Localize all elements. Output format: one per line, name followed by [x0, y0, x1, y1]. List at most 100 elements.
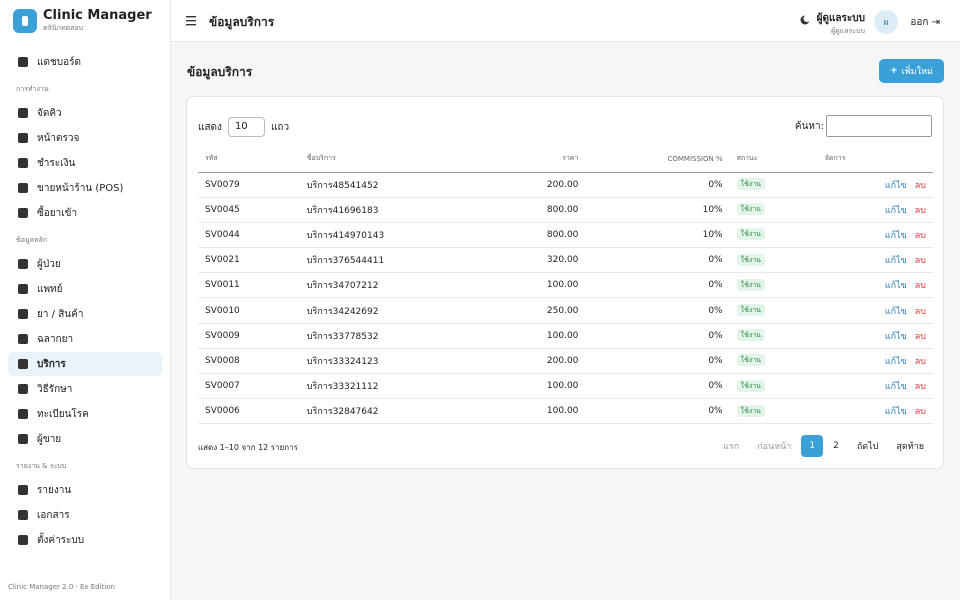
menu-icon: [18, 108, 28, 118]
column-header: รหัส: [198, 146, 300, 173]
status-badge: ใช้งาน: [736, 203, 765, 216]
menu-label: ขายหน้าร้าน (POS): [37, 182, 124, 194]
table-row: SV0008 บริการ33324123 200.00 0% ใช้งาน แก้ไข ล…: [198, 348, 933, 375]
theme-toggle[interactable]: [800, 15, 810, 25]
menu-item[interactable]: ชำระเงิน: [8, 151, 162, 175]
menu-label: ยา / สินค้า: [37, 308, 84, 320]
menu-icon: [18, 434, 28, 444]
edit-link[interactable]: แก้ไข: [884, 281, 907, 292]
edit-link[interactable]: แก้ไข: [884, 230, 907, 241]
column-header: ราคา: [490, 146, 586, 173]
search-control: ค้นหา:: [795, 115, 932, 137]
menu-item[interactable]: ขายหน้าร้าน (POS): [8, 176, 162, 200]
menu-icon: [18, 485, 28, 495]
menu-item[interactable]: รายงาน: [8, 478, 162, 502]
page-button[interactable]: 1: [801, 435, 824, 457]
delete-link[interactable]: ลบ: [914, 306, 926, 317]
sidebar: Clinic Manager คลินิกทดสอบ แดชบอร์ด การทำง…: [0, 0, 171, 600]
table-row: SV0010 บริการ34242692 250.00 0% ใช้งาน แก้ไข ล…: [198, 297, 933, 324]
menu-item[interactable]: ฉลากยา: [8, 327, 162, 351]
actions: แก้ไข ลบ: [817, 297, 933, 324]
status-badge: ใช้งาน: [736, 354, 765, 367]
menu-icon: [18, 334, 28, 344]
price: 320.00: [490, 247, 586, 274]
search-input[interactable]: [826, 115, 932, 137]
user-info: ผู้ดูแลระบบ ผู้ดูแลระบบ: [817, 11, 865, 37]
logout[interactable]: ออก ⇥: [910, 17, 940, 28]
page-button[interactable]: ถัดไป: [856, 442, 879, 452]
page-button[interactable]: 2: [833, 441, 839, 451]
service-name: บริการ41696183: [299, 197, 491, 223]
rows-label: แถว: [270, 121, 290, 133]
edit-link[interactable]: แก้ไข: [884, 205, 907, 216]
actions: แก้ไข ลบ: [817, 197, 933, 223]
page-button[interactable]: แรก: [723, 442, 740, 452]
menu-label: ผู้ขาย: [37, 433, 62, 445]
menu-item[interactable]: ทะเบียนโรค: [8, 402, 162, 426]
topbar: ข้อมูลบริการ ผู้ดูแลระบบ ผู้ดูแลระบบ ผ ออ…: [171, 0, 960, 42]
delete-link[interactable]: ลบ: [914, 180, 926, 191]
table-info: แสดง 1–10 จาก 12 รายการ: [198, 443, 298, 452]
menu-item[interactable]: ตั้งค่าระบบ: [8, 528, 162, 552]
table-row: SV0007 บริการ33321112 100.00 0% ใช้งาน แก้ไข ล…: [198, 373, 933, 400]
menu-icon: [18, 535, 28, 545]
user-role: ผู้ดูแลระบบ: [831, 27, 865, 35]
menu-label: ทะเบียนโรค: [37, 408, 89, 420]
menu-label: รายงาน: [37, 484, 72, 496]
avatar[interactable]: ผ: [874, 10, 898, 34]
page-size-select[interactable]: 10: [227, 117, 265, 137]
edit-link[interactable]: แก้ไข: [884, 356, 907, 367]
menu-icon: [18, 133, 28, 143]
menu-toggle[interactable]: [186, 15, 198, 26]
menu-item[interactable]: แดชบอร์ด: [8, 50, 162, 74]
delete-link[interactable]: ลบ: [914, 281, 926, 292]
add-label: เพิ่มใหม่: [901, 67, 933, 77]
column-header: ชื่อบริการ: [299, 146, 491, 173]
menu-section: การทำงาน: [16, 85, 49, 93]
menu-item[interactable]: ผู้ขาย: [8, 427, 162, 451]
delete-link[interactable]: ลบ: [914, 256, 926, 267]
menu-icon: [18, 57, 28, 67]
column-header: สถานะ: [729, 146, 818, 173]
add-button[interactable]: + เพิ่มใหม่: [879, 59, 944, 83]
actions: แก้ไข ลบ: [817, 272, 933, 299]
edit-link[interactable]: แก้ไข: [884, 382, 907, 393]
menu-item[interactable]: บริการ: [8, 352, 162, 376]
menu-item[interactable]: เอกสาร: [8, 503, 162, 527]
status-badge: ใช้งาน: [736, 228, 765, 241]
actions: แก้ไข ลบ: [817, 373, 933, 400]
menu-item[interactable]: จัดคิว: [8, 101, 162, 125]
page-button[interactable]: สุดท้าย: [896, 442, 924, 452]
delete-link[interactable]: ลบ: [914, 407, 926, 418]
page-button[interactable]: ก่อนหน้า: [757, 442, 792, 452]
commission: 0%: [585, 373, 730, 400]
delete-link[interactable]: ลบ: [914, 331, 926, 342]
menu-item[interactable]: ผู้ป่วย: [8, 252, 162, 276]
delete-link[interactable]: ลบ: [914, 230, 926, 241]
menu-item[interactable]: แพทย์: [8, 277, 162, 301]
delete-link[interactable]: ลบ: [914, 205, 926, 216]
status-cell: ใช้งาน: [729, 348, 818, 375]
edit-link[interactable]: แก้ไข: [884, 407, 907, 418]
menu-item[interactable]: หน้าตรวจ: [8, 126, 162, 150]
edit-link[interactable]: แก้ไข: [884, 256, 907, 267]
edit-link[interactable]: แก้ไข: [884, 180, 907, 191]
commission: 0%: [585, 172, 730, 198]
menu-item[interactable]: ซื้อยาเข้า: [8, 201, 162, 225]
actions: แก้ไข ลบ: [817, 247, 933, 274]
commission: 0%: [585, 272, 730, 299]
status-badge: ใช้งาน: [736, 379, 765, 392]
table-row: SV0006 บริการ32847642 100.00 0% ใช้งาน แก้ไข ล…: [198, 398, 933, 425]
status-cell: ใช้งาน: [729, 197, 818, 223]
status-cell: ใช้งาน: [729, 172, 818, 198]
status-cell: ใช้งาน: [729, 222, 818, 249]
page-heading: ข้อมูลบริการ: [187, 65, 253, 79]
edit-link[interactable]: แก้ไข: [884, 331, 907, 342]
menu-item[interactable]: ยา / สินค้า: [8, 302, 162, 326]
menu-item[interactable]: วิธีรักษา: [8, 377, 162, 401]
delete-link[interactable]: ลบ: [914, 382, 926, 393]
edit-link[interactable]: แก้ไข: [884, 306, 907, 317]
menu-label: หน้าตรวจ: [37, 132, 80, 144]
table-body: SV0079 บริการ48541452 200.00 0% ใช้งาน แก้ไขล…: [198, 172, 933, 425]
delete-link[interactable]: ลบ: [914, 356, 926, 367]
